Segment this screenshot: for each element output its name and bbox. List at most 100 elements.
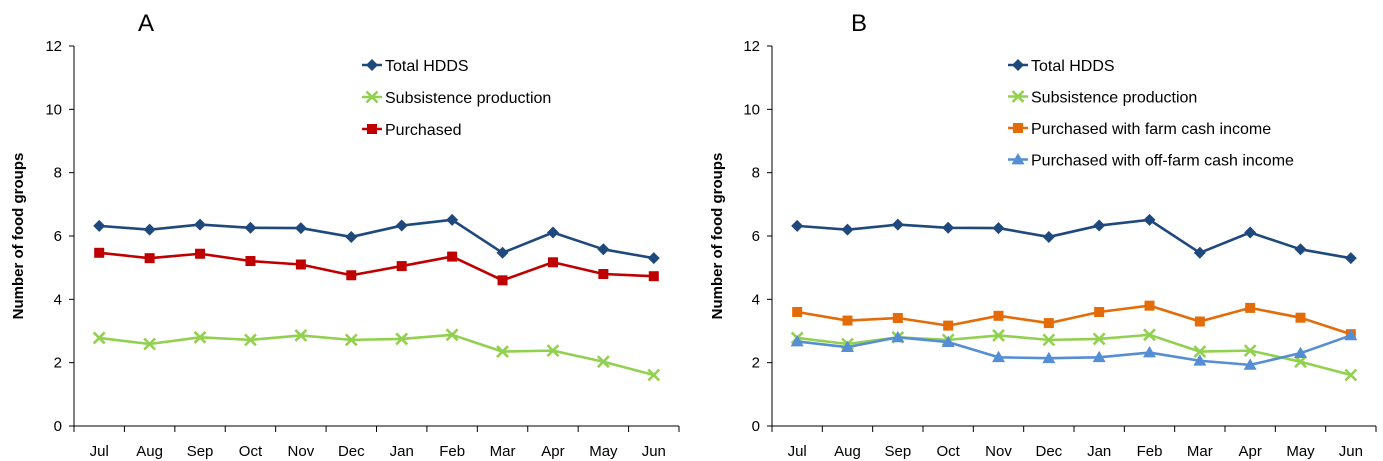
panel-b-data-point <box>1042 230 1055 243</box>
panel-b-data-point <box>1143 328 1156 342</box>
panel-b-data-point <box>1245 302 1256 313</box>
panel-b-y-tick-label: 12 <box>743 38 760 55</box>
panel-a-data-point <box>395 332 409 346</box>
panel-a-x-tick-label: Sep <box>187 443 214 460</box>
panel-b-y-tick-label: 10 <box>743 101 760 118</box>
panel-b-data-point <box>841 340 854 353</box>
panel-b-series-line-3 <box>797 334 1352 367</box>
panel-b-data-point <box>1294 355 1307 369</box>
panel-b-x-tick-label: Jan <box>1087 443 1111 460</box>
panel-b-y-tick-label: 8 <box>752 165 760 182</box>
panel-b-legend-label: Total HDDS <box>1031 58 1115 75</box>
panel-a-data-point <box>244 221 257 234</box>
panel-a-data-point <box>547 257 558 268</box>
panel-a-data-point <box>92 331 106 345</box>
panel-a-x-tick-label: Jan <box>390 443 414 460</box>
panel-a-data-point <box>345 230 358 243</box>
panel-b-data-point <box>1294 346 1307 359</box>
panel-b-data-point <box>992 350 1005 363</box>
panel-a-legend-label: Subsistence production <box>385 90 551 107</box>
panel-b-x-tick-label: Oct <box>936 443 960 460</box>
panel-b-legend-marker <box>1011 90 1025 103</box>
panel-a-y-tick-label: 10 <box>45 101 62 118</box>
panel-a-data-point <box>596 355 610 369</box>
panel-b-data-point <box>790 334 804 347</box>
panel-a-data-point <box>647 252 660 265</box>
panel-b-data-point <box>1043 318 1054 329</box>
panel-a-data-point <box>193 330 207 344</box>
panel-b-y-axis-label: Number of food groups <box>709 153 726 320</box>
panel-a-x-tick-label: Jul <box>90 443 109 460</box>
panel-b-x-tick-label: Apr <box>1238 443 1261 460</box>
panel-a-legend-label: Purchased <box>385 122 462 139</box>
panel-b-data-point <box>1243 344 1257 358</box>
panel-a-data-point <box>648 271 659 282</box>
panel-b-x-tick-label: May <box>1286 443 1315 460</box>
panel-b-data-point <box>1344 368 1358 382</box>
panel-a-legend-marker <box>367 124 377 134</box>
panel-b-series-line-2 <box>796 304 1352 336</box>
panel-a-data-point <box>194 218 207 231</box>
panel-b-data-point <box>1143 213 1156 226</box>
panel-b-data-point <box>1042 333 1056 347</box>
panel-b-data-point <box>791 219 804 232</box>
panel-a-data-point <box>93 219 106 232</box>
panel-a-data-point <box>244 333 257 347</box>
panel-a-x-tick-label: Apr <box>541 443 564 460</box>
panel-b-data-point <box>1094 307 1105 317</box>
panel-b-x-tick-label: Mar <box>1187 443 1213 460</box>
panel-a-data-point <box>446 213 459 226</box>
panel-a-data-point <box>496 246 509 259</box>
panel-a-data-point <box>195 248 206 259</box>
panel-a-x-tick-label: Jun <box>642 443 666 460</box>
panel-a-x-tick-label: Oct <box>239 443 263 460</box>
panel-a-x-tick-label: Dec <box>338 443 365 460</box>
panel-b-y-tick-label: 0 <box>752 418 760 435</box>
panel-a-y-tick-label: 12 <box>45 38 62 55</box>
panel-a-data-point <box>395 219 408 232</box>
panel-a-data-point <box>245 256 256 267</box>
panel-b-x-tick-label: Nov <box>985 443 1012 460</box>
panel-a-series-line-1 <box>99 333 655 377</box>
panel-b-legend-label: Subsistence production <box>1031 90 1197 107</box>
panel-b-data-point <box>1295 312 1306 323</box>
panel-a-x-tick-label: May <box>589 443 618 460</box>
panel-b-data-point <box>1092 332 1106 346</box>
panel-a-data-point <box>94 247 105 258</box>
panel-b-data-point <box>992 329 1005 342</box>
panel-b-data-point <box>1143 346 1156 358</box>
panel-a-data-point <box>445 328 459 342</box>
panel-b-data-point <box>1244 226 1257 239</box>
panel-a-y-tick-label: 8 <box>54 165 62 182</box>
panel-b-data-point <box>941 335 955 347</box>
panel-b-x-tick-label: Jul <box>788 443 807 460</box>
panel-b-data-point <box>993 310 1004 321</box>
panel-a-data-point <box>546 344 560 358</box>
panel-b-plot: 0 2 4 6 8 10 12 Jul Aug Sep Oct Nov Dec Jan Feb Mar Apr M… <box>743 38 1377 460</box>
panel-a-legend-label: Total HDDS <box>385 58 469 75</box>
panel-a-data-point <box>295 259 306 270</box>
panel-b-series-line-0 <box>797 218 1352 260</box>
panel-a-data-point <box>598 269 609 279</box>
panel-a-data-point <box>647 368 661 382</box>
panel-a-legend-marker <box>365 90 379 104</box>
panel-b-data-point <box>1193 354 1207 366</box>
panel-b-data-point <box>1193 246 1206 259</box>
panel-b-data-point <box>841 223 854 236</box>
panel-b-data-point <box>1344 252 1357 265</box>
panel-b-legend-label: Purchased with off-farm cash income <box>1031 153 1294 170</box>
panel-b-data-point <box>1344 328 1358 341</box>
panel-a-series-line-0 <box>99 218 655 260</box>
panel-b-data-point <box>1144 300 1155 311</box>
panel-b-legend-marker <box>1013 123 1023 133</box>
panel-b-data-point <box>891 218 904 231</box>
panel-a-y-tick-label: 0 <box>54 418 62 435</box>
panel-b-x-tick-label: Sep <box>884 443 911 460</box>
panel-a-data-point <box>496 345 509 359</box>
panel-a-x-tick-label: Aug <box>136 443 163 460</box>
panel-b-data-point <box>891 330 905 343</box>
panel-b-legend-marker <box>1012 59 1024 71</box>
panel-a-data-point <box>294 222 307 235</box>
panel-a-series-line-2 <box>99 251 654 282</box>
